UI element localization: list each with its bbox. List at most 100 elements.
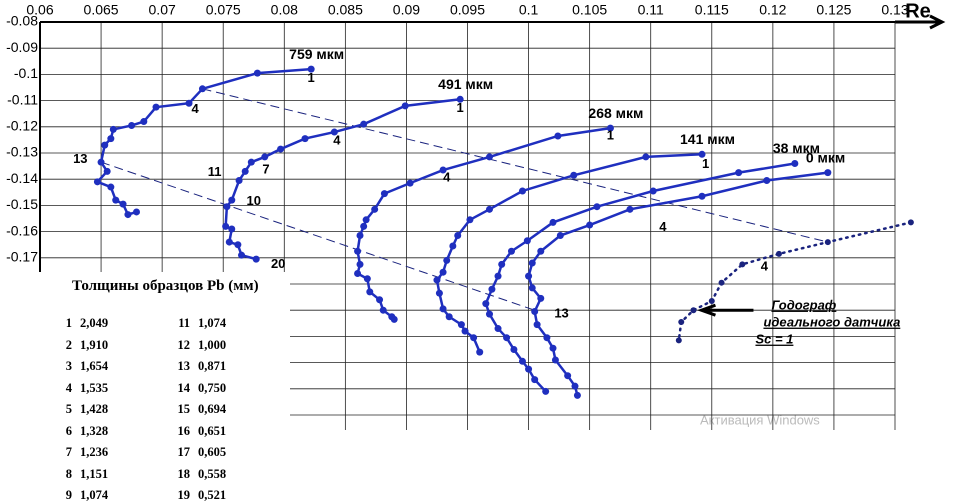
point: [549, 344, 557, 352]
x-tick-label: 0.09: [393, 2, 420, 18]
point-label: 4: [761, 258, 769, 273]
sample-number: 11: [178, 316, 190, 330]
x-tick-label: 0.11: [638, 2, 664, 18]
sample-number: 6: [65, 423, 72, 438]
point: [401, 102, 409, 110]
table-row: 8 1,151: [50, 467, 108, 482]
y-tick-label: -0.14: [6, 170, 38, 186]
point: [518, 357, 526, 365]
table-row: 13 0,871: [168, 359, 227, 374]
point: [537, 294, 545, 302]
point-label: 13: [73, 151, 87, 166]
point: [476, 348, 484, 356]
table-row: 4 1,535: [50, 381, 108, 396]
point: [593, 203, 601, 211]
point: [109, 125, 117, 133]
point: [525, 365, 533, 373]
reference-line: [100, 161, 535, 311]
table-row: 12 1,000: [168, 337, 227, 353]
series-label: 268 мкм: [588, 105, 643, 121]
x-tick-label: 0.125: [816, 2, 851, 18]
x-tick-label: 0.085: [328, 2, 363, 18]
point: [124, 211, 132, 219]
point: [649, 187, 657, 195]
point-label: 4: [333, 133, 341, 148]
table: Толщины образцов Pb (мм) 1 2,049 2 1,910 3 1,6…: [0, 272, 290, 503]
point: [253, 69, 261, 77]
point: [235, 177, 243, 185]
series-line: [484, 162, 796, 393]
thickness: 1,000: [198, 337, 227, 352]
point: [456, 95, 464, 103]
point: [241, 167, 249, 175]
point: [390, 315, 398, 323]
point: [735, 169, 743, 177]
sample-number: 8: [65, 466, 72, 481]
point: [223, 203, 231, 211]
table-row: 7 1,236: [50, 445, 108, 460]
table-row: 6 1,328: [50, 424, 108, 439]
point: [443, 256, 451, 264]
table-row: 1 2,049: [50, 316, 108, 331]
y-tick-label: -0.13: [6, 144, 38, 160]
table-row: 2 1,910: [50, 338, 108, 353]
table-row: 18 0,558: [168, 466, 227, 482]
thickness: 0,750: [198, 380, 227, 395]
point: [406, 179, 414, 187]
point: [606, 124, 614, 132]
table-row: 17 0,605: [168, 445, 227, 460]
series-line: [435, 153, 703, 353]
point: [439, 305, 447, 313]
point: [570, 171, 578, 179]
point: [119, 200, 127, 208]
point: [247, 158, 255, 166]
table-row: 14 0,750: [168, 380, 227, 396]
point: [185, 99, 193, 107]
point: [93, 178, 101, 186]
series-label: 759 мкм: [289, 46, 344, 62]
sample-number: 14: [177, 380, 191, 395]
point: [642, 153, 650, 161]
x-tick-label: 0.075: [206, 2, 241, 18]
ideal-point: [907, 219, 914, 226]
point: [494, 325, 502, 333]
point-label: 4: [443, 169, 451, 184]
ideal-point: [675, 337, 682, 344]
point: [571, 382, 579, 390]
point-label: 11: [208, 164, 222, 179]
point: [449, 242, 457, 250]
point: [485, 153, 493, 161]
point: [533, 321, 541, 329]
point: [362, 216, 370, 224]
x-tick-label: 0.08: [271, 2, 298, 18]
point: [470, 334, 478, 342]
ideal-point: [824, 239, 831, 246]
y-tick-label: -0.11: [7, 91, 38, 107]
sample-number: 4: [65, 380, 72, 395]
table-title: Толщины образцов Pb (мм): [72, 278, 259, 294]
thickness: 2,049: [80, 316, 109, 330]
point: [301, 135, 309, 143]
sample-number: 12: [177, 337, 191, 352]
point: [376, 296, 384, 304]
point: [549, 218, 557, 226]
x-tick-label: 0.115: [695, 2, 729, 18]
point: [586, 221, 594, 229]
point: [101, 141, 109, 149]
point: [354, 270, 362, 278]
point: [531, 308, 539, 316]
y-tick-label: -0.1: [14, 65, 38, 81]
thickness: 1,074: [198, 316, 227, 330]
point: [494, 272, 502, 280]
point: [112, 196, 120, 204]
table-row: 19 0,521: [168, 488, 227, 503]
point: [564, 372, 572, 380]
thickness: 0,558: [198, 466, 227, 481]
point: [307, 65, 315, 73]
ideal-label: Sc = 1: [755, 332, 793, 347]
x-tick-label: 0.12: [759, 2, 786, 18]
point: [528, 259, 536, 267]
point: [554, 132, 562, 140]
point: [626, 205, 634, 213]
x-tick-label: 0.065: [84, 2, 119, 18]
